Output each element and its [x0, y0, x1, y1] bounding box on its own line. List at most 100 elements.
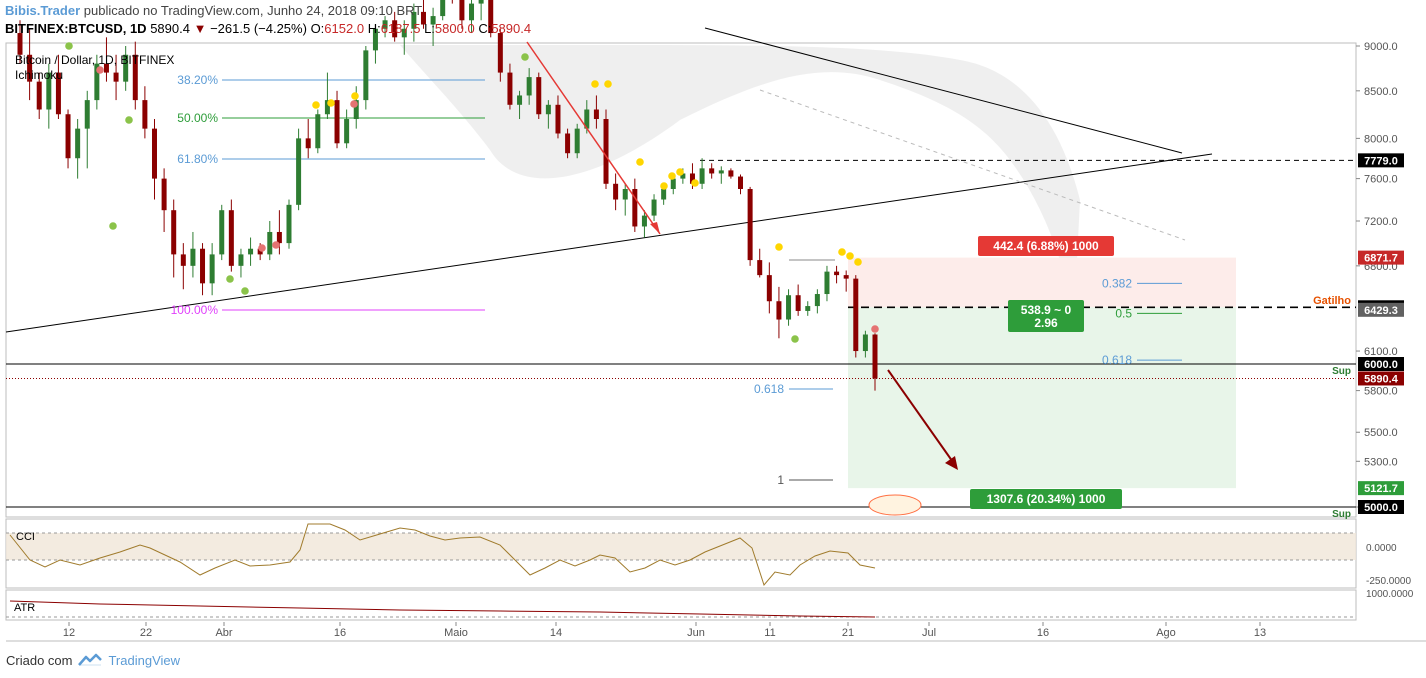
candle[interactable] [103, 37, 109, 82]
candle[interactable] [709, 163, 715, 179]
price-tag[interactable] [1358, 500, 1404, 514]
candle[interactable] [738, 174, 744, 195]
candle[interactable] [17, 20, 23, 64]
candle[interactable] [84, 90, 90, 169]
candle[interactable] [555, 95, 561, 139]
candle[interactable] [430, 7, 436, 46]
candle[interactable] [497, 28, 503, 82]
stop-loss-zone[interactable] [848, 257, 1236, 308]
candle[interactable] [334, 90, 340, 149]
candle[interactable] [853, 275, 859, 358]
candle[interactable] [651, 194, 657, 222]
candle[interactable] [805, 301, 811, 316]
candle[interactable] [248, 237, 254, 266]
candle[interactable] [161, 168, 167, 232]
candle[interactable] [862, 330, 868, 358]
candle[interactable] [372, 24, 378, 64]
candle[interactable] [699, 158, 705, 189]
price-tag[interactable] [1358, 250, 1404, 265]
candle[interactable] [344, 109, 350, 149]
candle[interactable] [286, 199, 292, 249]
candle[interactable] [565, 128, 571, 159]
candle[interactable] [517, 90, 523, 120]
candle[interactable] [171, 199, 177, 278]
candle[interactable] [536, 72, 542, 120]
candle[interactable] [872, 333, 878, 391]
candle[interactable] [94, 54, 100, 110]
candle[interactable] [622, 183, 628, 216]
descending-trendline[interactable] [704, 27, 1183, 154]
candle[interactable] [507, 63, 513, 110]
candle[interactable] [151, 119, 157, 200]
candle[interactable] [132, 41, 138, 110]
candle[interactable] [382, 16, 388, 38]
price-tag[interactable] [1358, 357, 1404, 372]
candle[interactable] [219, 204, 225, 261]
decline-arrow[interactable] [526, 41, 661, 235]
candle[interactable] [363, 46, 369, 110]
candle[interactable] [747, 186, 753, 266]
candle[interactable] [641, 210, 647, 238]
candle[interactable] [46, 63, 52, 129]
atr-line[interactable] [9, 600, 876, 618]
candle[interactable] [411, 3, 417, 42]
candle[interactable] [420, 0, 426, 29]
price-tag[interactable] [1358, 153, 1404, 168]
candle[interactable] [776, 286, 782, 339]
legend-indicator[interactable]: Ichimoku [15, 68, 64, 82]
candle[interactable] [315, 109, 321, 154]
candle[interactable] [545, 100, 551, 129]
candle[interactable] [728, 168, 734, 179]
candle[interactable] [478, 0, 484, 21]
candle[interactable] [593, 95, 599, 129]
price-tag[interactable] [1358, 302, 1404, 317]
candle[interactable] [574, 123, 580, 159]
price-tag[interactable] [1358, 481, 1404, 496]
ascending-trendline[interactable] [5, 153, 1213, 333]
candle[interactable] [190, 231, 196, 278]
candle[interactable] [200, 243, 206, 296]
candle[interactable] [392, 11, 398, 42]
candle[interactable] [75, 119, 81, 179]
candle[interactable] [36, 72, 42, 120]
author-link[interactable]: Bibis.Trader [5, 3, 81, 18]
candle[interactable] [526, 68, 532, 105]
profit-box[interactable] [970, 489, 1122, 509]
candle[interactable] [440, 0, 446, 21]
candle[interactable] [824, 265, 830, 302]
candle[interactable] [305, 119, 311, 159]
candle[interactable] [718, 166, 724, 184]
projection-arrow[interactable] [887, 369, 956, 466]
candle[interactable] [55, 54, 61, 120]
candle[interactable] [238, 248, 244, 278]
candle[interactable] [65, 109, 71, 169]
price-tag[interactable] [1358, 371, 1404, 386]
candle[interactable] [603, 109, 609, 189]
candle[interactable] [814, 289, 820, 314]
candle[interactable] [142, 86, 148, 139]
candle[interactable] [757, 248, 763, 278]
events-flag-icon[interactable] [868, 494, 922, 516]
candle[interactable] [459, 0, 465, 29]
candle[interactable] [27, 28, 33, 101]
trigger-box[interactable] [1008, 300, 1084, 332]
candle[interactable] [834, 265, 840, 284]
candle[interactable] [401, 20, 407, 55]
take-profit-zone[interactable] [848, 307, 1236, 489]
candle[interactable] [123, 46, 129, 91]
candle[interactable] [613, 173, 619, 211]
candle[interactable] [276, 210, 282, 255]
candle[interactable] [296, 128, 302, 211]
candle[interactable] [632, 178, 638, 232]
candle[interactable] [209, 243, 215, 296]
atr-pane[interactable] [5, 589, 1357, 621]
candle[interactable] [795, 284, 801, 316]
candle[interactable] [113, 54, 119, 101]
candle[interactable] [180, 243, 186, 290]
cci-line[interactable] [9, 523, 876, 587]
candle[interactable] [228, 199, 234, 272]
candle[interactable] [267, 221, 273, 261]
tradingview-brand[interactable]: TradingView [108, 652, 181, 668]
candle[interactable] [488, 0, 494, 38]
